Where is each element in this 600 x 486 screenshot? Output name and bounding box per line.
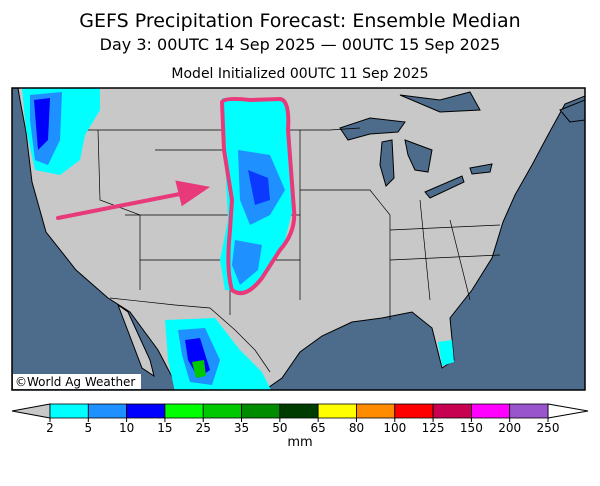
- gulf-st-lawrence: [559, 99, 585, 123]
- color-swatch: [49, 403, 89, 419]
- color-swatch: [509, 403, 549, 419]
- tick-label: 150: [460, 421, 483, 435]
- tick-label: 125: [422, 421, 445, 435]
- highlight-outline: [219, 96, 297, 295]
- lake-michigan: [379, 139, 395, 187]
- color-swatch: [470, 403, 511, 419]
- land: [17, 88, 585, 390]
- baja: [116, 303, 155, 378]
- color-swatch: [87, 403, 128, 419]
- tick-label: 35: [234, 421, 249, 435]
- tick-label: 2: [46, 421, 54, 435]
- tick-label: 5: [84, 421, 92, 435]
- tick-label: 50: [272, 421, 287, 435]
- lake-ontario: [469, 163, 493, 175]
- over-triangle: [547, 403, 589, 419]
- map: ©World Ag Weather: [11, 87, 586, 391]
- lake-superior: [339, 117, 406, 141]
- tick-label: 10: [119, 421, 134, 435]
- annotation: [56, 96, 297, 295]
- lake-erie: [424, 175, 465, 199]
- color-swatch: [394, 403, 434, 419]
- subtitle: Day 3: 00UTC 14 Sep 2025 — 00UTC 15 Sep …: [100, 35, 501, 54]
- color-swatch: [317, 403, 357, 419]
- arrow-shaft: [56, 190, 192, 220]
- color-swatch: [126, 403, 166, 419]
- tick-label: 80: [349, 421, 364, 435]
- color-swatch: [241, 403, 281, 419]
- title: GEFS Precipitation Forecast: Ensemble Me…: [79, 10, 520, 32]
- lake-huron: [404, 139, 433, 173]
- color-swatch: [164, 403, 204, 419]
- tick-label: 25: [196, 421, 211, 435]
- map-frame: [11, 87, 586, 391]
- northern-lakes: [399, 91, 481, 113]
- tick-label: 200: [498, 421, 521, 435]
- tick-label: 100: [383, 421, 406, 435]
- arrow-head: [175, 180, 211, 207]
- precipitation: [22, 88, 454, 390]
- color-swatch: [202, 403, 242, 419]
- tick-label: 15: [157, 421, 172, 435]
- under-triangle: [11, 403, 51, 419]
- color-swatch: [356, 403, 396, 419]
- color-swatch: [432, 403, 472, 419]
- initialized: Model Initialized 00UTC 11 Sep 2025: [171, 66, 428, 82]
- credit-box: [13, 374, 141, 389]
- colorbar-unit: mm: [287, 435, 312, 450]
- credit: ©World Ag Weather: [15, 375, 135, 389]
- colorbar: 2 5 10 15 25 35 50 65 80 100 125 150 200 250: [11, 403, 589, 435]
- color-swatch: [279, 403, 319, 419]
- tick-label: 250: [537, 421, 560, 435]
- tick-label: 65: [311, 421, 326, 435]
